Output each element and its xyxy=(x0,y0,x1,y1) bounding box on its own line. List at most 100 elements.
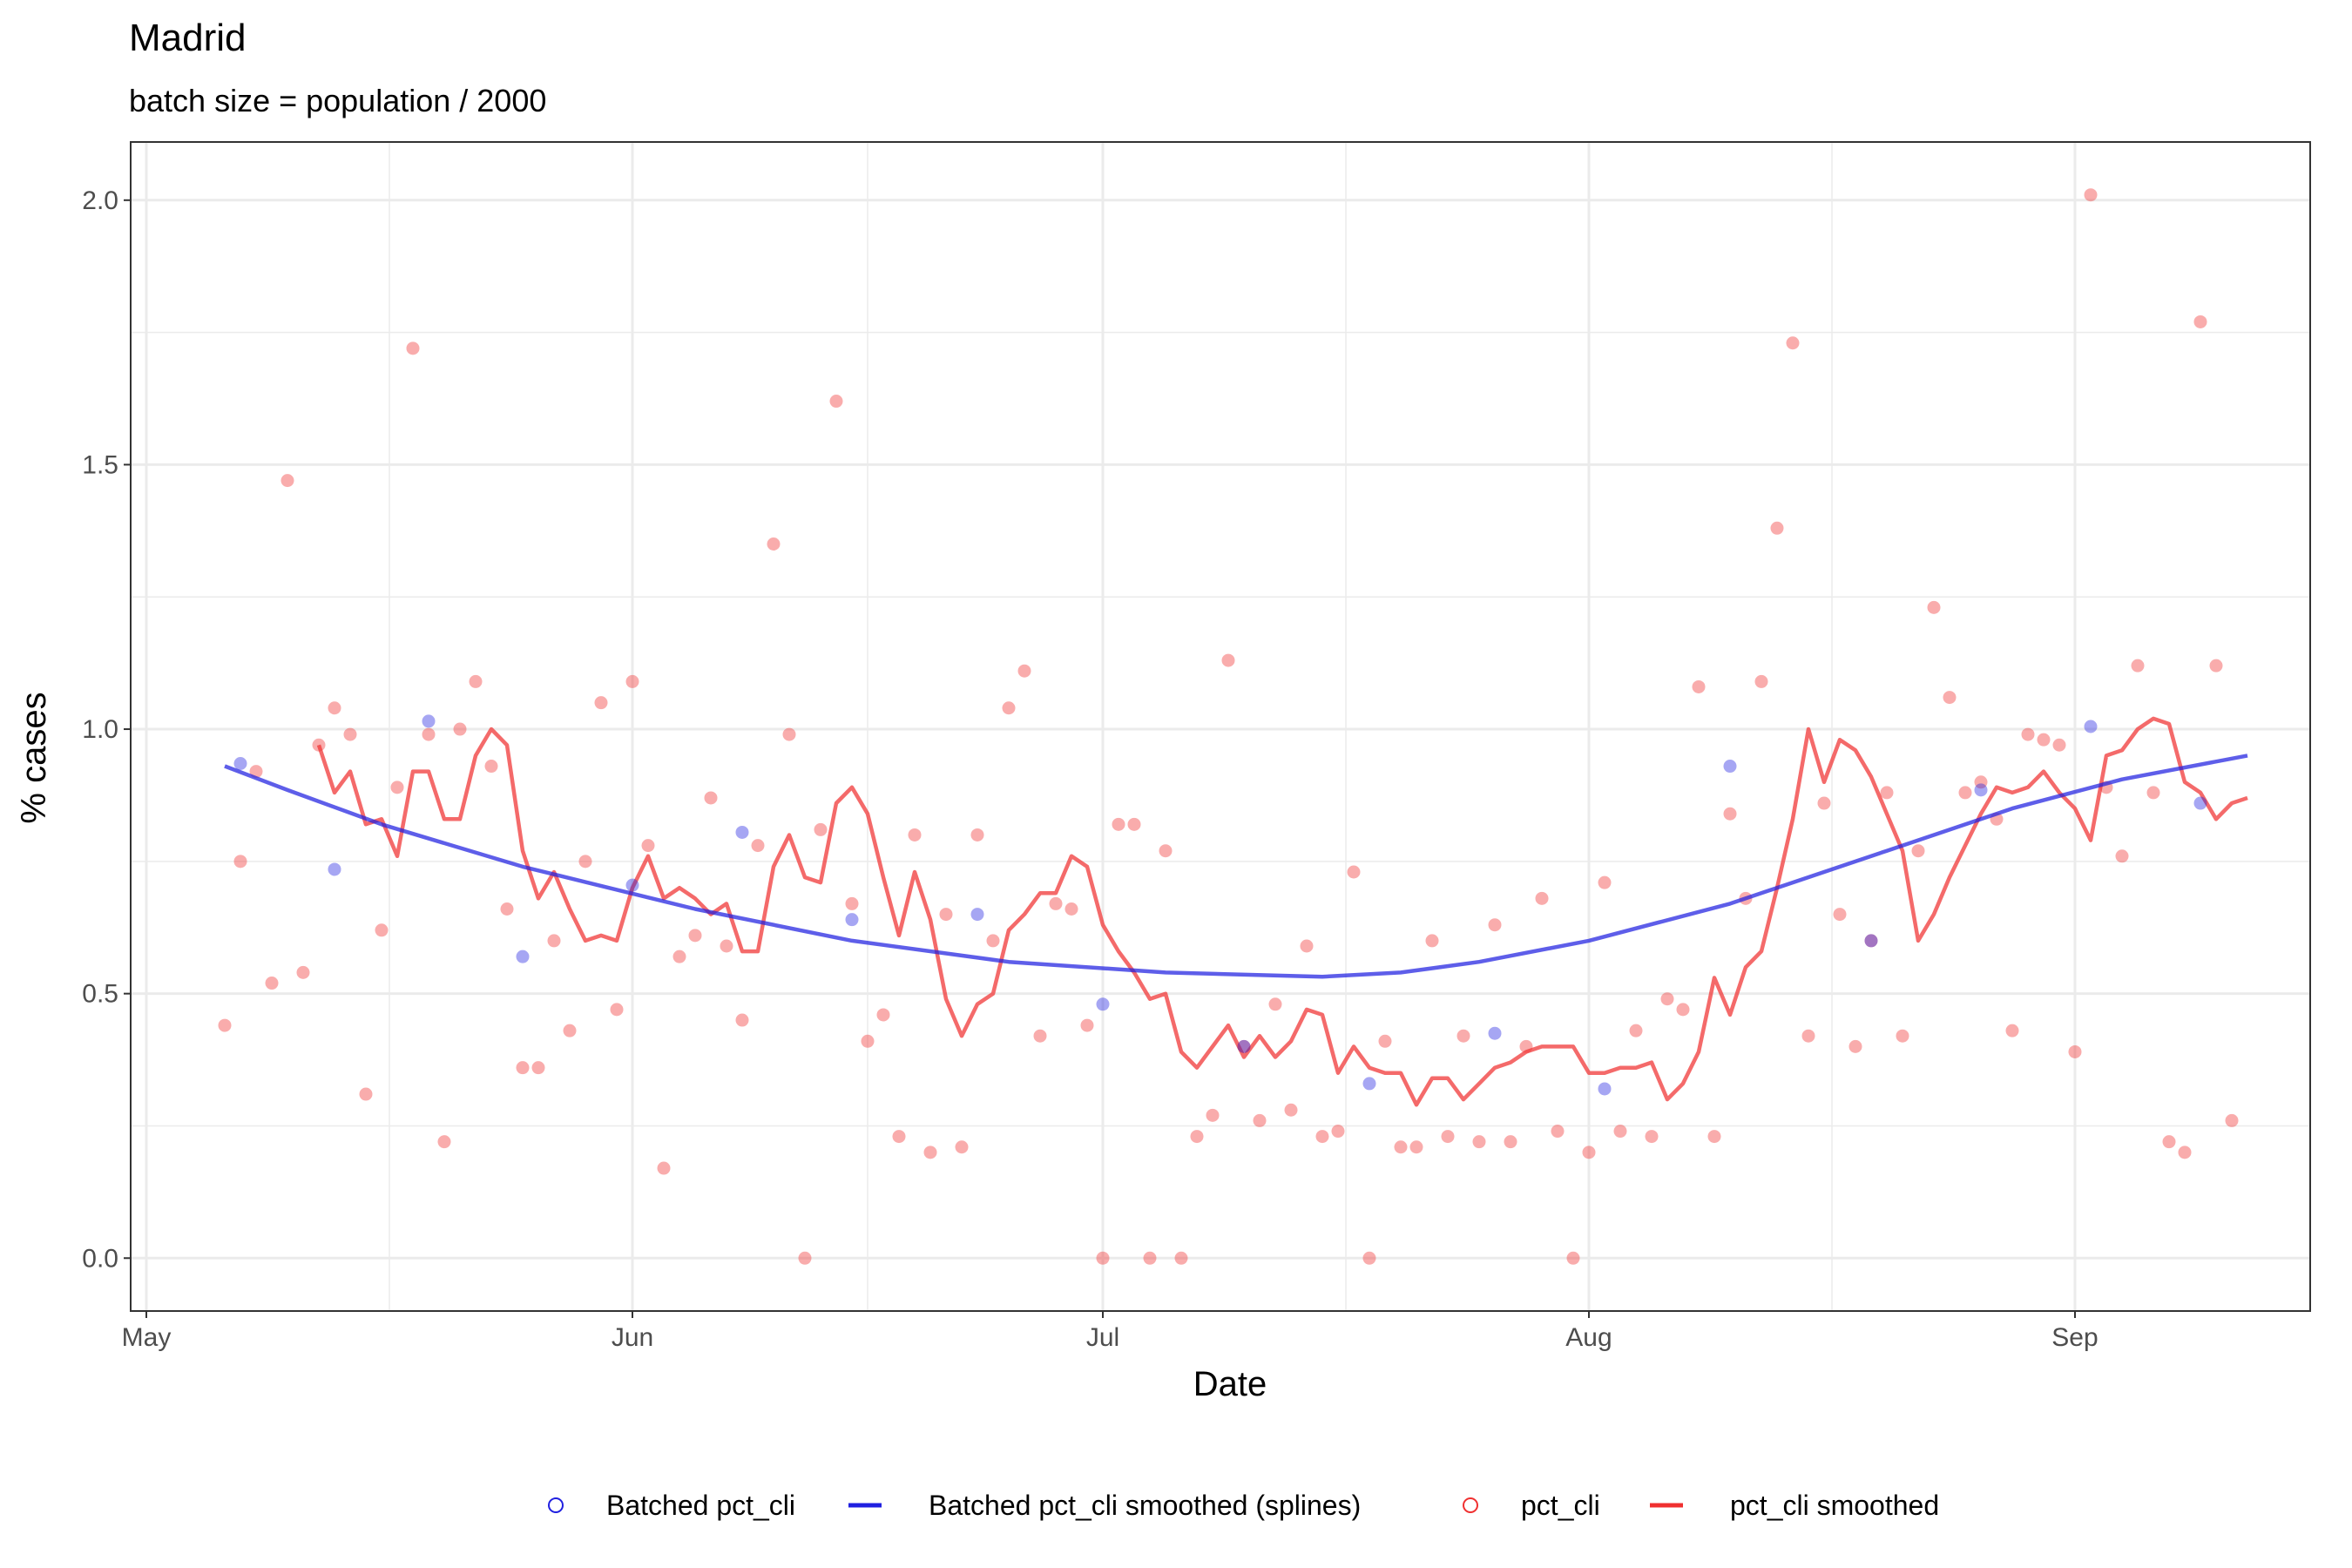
x-axis: May Jun Jul Aug Sep xyxy=(122,1311,2099,1352)
pct-cli-point xyxy=(2131,659,2145,672)
pct-cli-point xyxy=(845,896,859,910)
pct-cli-point xyxy=(265,977,279,990)
pct-cli-point xyxy=(2115,849,2129,863)
batched-pct-cli-point xyxy=(1096,997,1110,1011)
legend-item: Batched pct_cli smoothed (splines) xyxy=(848,1490,1361,1521)
pct-cli-point xyxy=(422,727,436,741)
batched-pct-cli-point xyxy=(422,714,436,728)
x-tick-label: Sep xyxy=(2051,1323,2098,1352)
pct-cli-point xyxy=(1456,1029,1470,1043)
pct-cli-point xyxy=(1143,1251,1157,1265)
legend-label: Batched pct_cli xyxy=(606,1490,795,1521)
batched-pct-cli-point xyxy=(2193,796,2207,810)
batched-pct-cli-point xyxy=(1598,1082,1612,1096)
pct-cli-point xyxy=(1786,336,1800,350)
pct-cli-point xyxy=(2193,314,2207,328)
pct-cli-point xyxy=(1943,691,1957,705)
pct-cli-point xyxy=(876,1008,890,1022)
batched-pct-cli-point xyxy=(1237,1039,1251,1053)
pct-cli-point xyxy=(516,1061,530,1075)
panel-border xyxy=(130,141,2311,1312)
pct-cli-point xyxy=(1096,1251,1110,1265)
pct-cli-point xyxy=(1504,1135,1517,1149)
pct-cli-point xyxy=(1582,1146,1596,1159)
pct-cli-point xyxy=(908,828,922,841)
x-tick-label: Aug xyxy=(1565,1323,1612,1352)
pct-cli-point xyxy=(970,828,984,841)
batched-pct-cli-point xyxy=(1864,934,1878,948)
pct-cli-point xyxy=(469,674,483,688)
pct-cli-point xyxy=(1472,1135,1486,1149)
pct-cli-point xyxy=(1190,1130,1204,1144)
pct-cli-point xyxy=(1598,875,1612,889)
pct-cli-point xyxy=(2084,188,2098,202)
pct-cli-point xyxy=(1927,600,1941,614)
batched-pct-cli-point xyxy=(2084,720,2098,733)
pct-cli-point xyxy=(1378,1034,1392,1048)
y-axis-title: % cases xyxy=(15,692,53,823)
pct-cli-point xyxy=(2068,1044,2082,1058)
pct-cli-point xyxy=(892,1130,906,1144)
pct-cli-point xyxy=(2162,1135,2176,1149)
pct-cli-point xyxy=(767,537,781,551)
batched-pct-cli-smoothed-line xyxy=(224,754,2248,979)
pct-cli-point xyxy=(1801,1029,1815,1043)
pct-cli-point xyxy=(1331,1125,1345,1139)
pct-cli-point xyxy=(1159,844,1173,858)
pct-cli-point xyxy=(1033,1029,1047,1043)
pct-cli-point xyxy=(547,934,561,948)
pct-cli-point xyxy=(1911,844,1925,858)
pct-cli-point xyxy=(218,1018,232,1032)
pct-cli-point xyxy=(1707,1130,1721,1144)
pct-cli-point xyxy=(625,674,639,688)
pct-cli-point xyxy=(1174,1251,1188,1265)
pct-cli-point xyxy=(1974,775,1988,789)
pct-cli-point xyxy=(563,1024,577,1037)
pct-cli-point xyxy=(1535,891,1549,905)
pct-cli-point xyxy=(939,908,953,922)
legend-label: Batched pct_cli smoothed (splines) xyxy=(929,1490,1361,1521)
pct-cli-point xyxy=(2178,1146,2192,1159)
pct-cli-point xyxy=(1300,939,1314,953)
pct-cli-point xyxy=(1284,1103,1298,1117)
batched-pct-cli-point xyxy=(1362,1077,1376,1091)
pct-cli-point xyxy=(1817,796,1831,810)
pct-cli-point xyxy=(328,701,341,715)
pct-cli-point xyxy=(782,727,796,741)
pct-cli-point xyxy=(1754,674,1768,688)
pct-cli-point xyxy=(1127,817,1141,831)
pct-cli-point xyxy=(1660,992,1674,1006)
pct-cli-point xyxy=(453,722,467,736)
series-layer xyxy=(218,188,2248,1265)
pct-cli-point xyxy=(657,1161,671,1175)
pct-cli-point xyxy=(1833,908,1847,922)
pct-cli-point xyxy=(829,395,843,409)
pct-cli-point xyxy=(1206,1108,1220,1122)
pct-cli-point xyxy=(1002,701,1016,715)
pct-cli-point xyxy=(1676,1003,1690,1017)
pct-cli-point xyxy=(437,1135,451,1149)
pct-cli-point xyxy=(2146,786,2160,800)
pct-cli-point xyxy=(1394,1140,1408,1154)
pct-cli-point xyxy=(641,839,655,853)
batched-pct-cli-point xyxy=(845,913,859,927)
pct-cli-point xyxy=(1112,817,1125,831)
plot-area xyxy=(131,142,2310,1311)
pct-cli-point xyxy=(1880,786,1894,800)
pct-cli-point xyxy=(955,1140,969,1154)
pct-cli-point xyxy=(1692,679,1706,693)
x-tick-label: Jul xyxy=(1086,1323,1119,1352)
legend-item: pct_cli smoothed xyxy=(1650,1490,1939,1521)
pct-cli-point xyxy=(1049,896,1063,910)
pct-cli-points xyxy=(218,188,2239,1265)
pct-cli-point xyxy=(720,939,733,953)
pct-cli-point xyxy=(249,765,263,779)
pct-cli-point xyxy=(861,1034,875,1048)
pct-cli-point xyxy=(594,696,608,710)
pct-cli-point xyxy=(280,474,294,488)
pct-cli-point xyxy=(1425,934,1439,948)
pct-cli-point xyxy=(1080,1018,1094,1032)
batched-pct-cli-point xyxy=(625,878,639,892)
pct-cli-point xyxy=(500,902,514,916)
pct-cli-point xyxy=(484,760,498,774)
